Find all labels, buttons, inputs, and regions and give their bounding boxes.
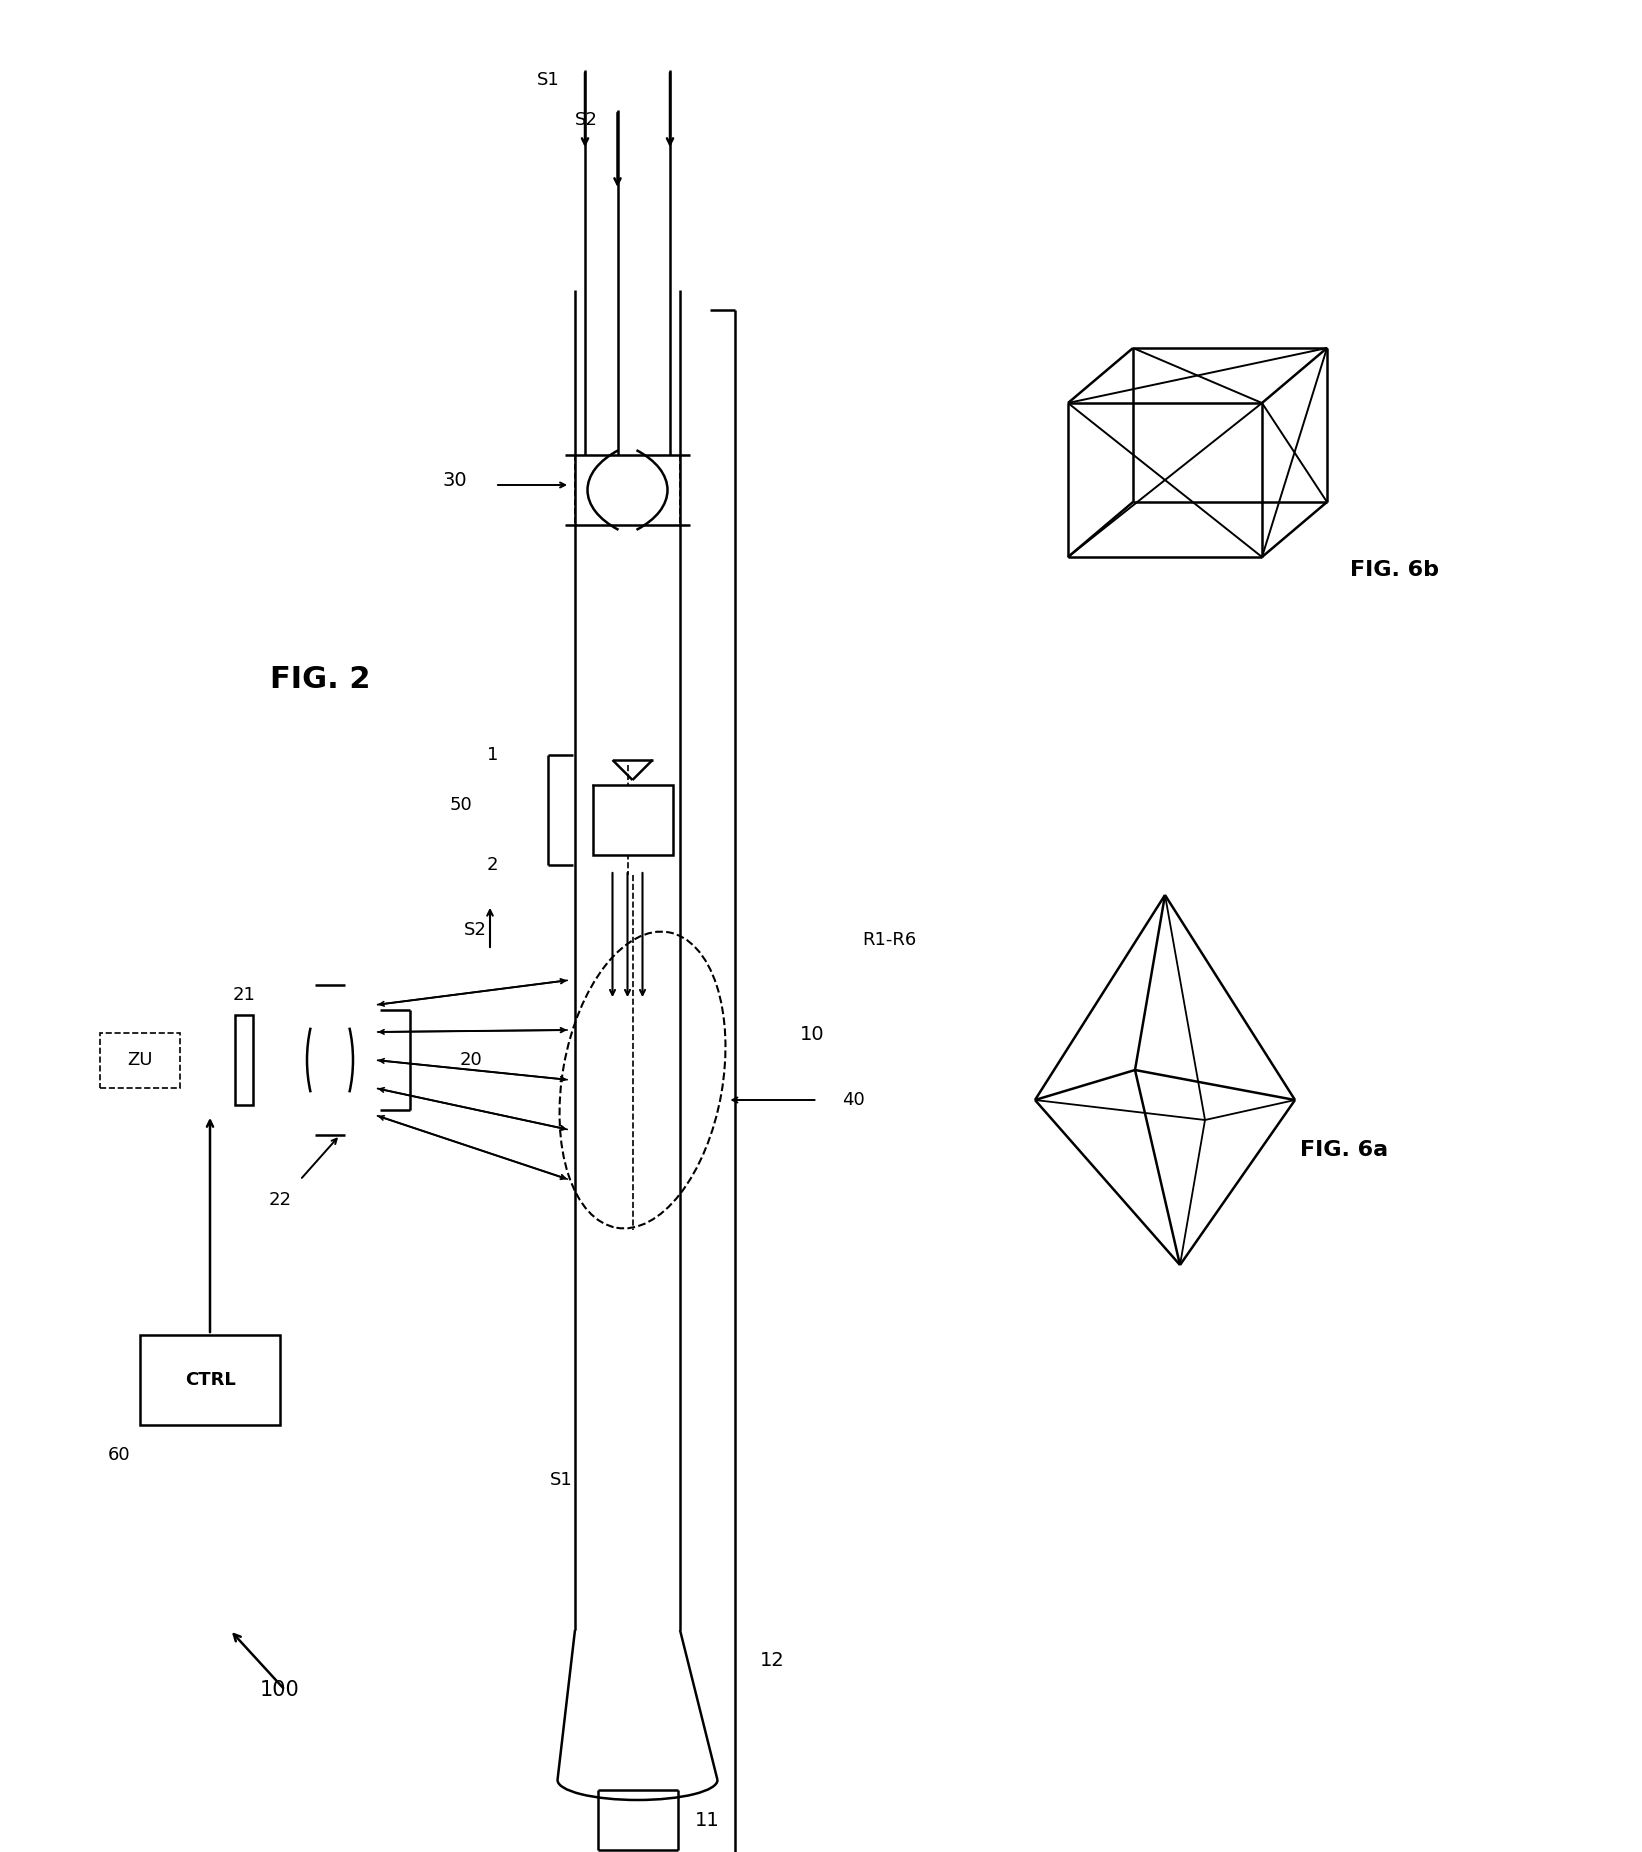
Text: FIG. 6b: FIG. 6b <box>1350 559 1438 580</box>
Text: S1: S1 <box>537 70 560 89</box>
Text: 21: 21 <box>233 985 256 1004</box>
Text: 1: 1 <box>486 746 498 765</box>
Text: 11: 11 <box>695 1811 719 1830</box>
Text: 100: 100 <box>259 1680 300 1700</box>
Bar <box>100 1033 181 1087</box>
Text: 20: 20 <box>460 1050 483 1069</box>
Text: R1-R6: R1-R6 <box>862 932 916 948</box>
Bar <box>140 1335 281 1424</box>
Text: 50: 50 <box>450 796 473 815</box>
Text: CTRL: CTRL <box>184 1370 235 1389</box>
Text: S2: S2 <box>575 111 598 130</box>
Text: 22: 22 <box>269 1191 292 1209</box>
Text: FIG. 6a: FIG. 6a <box>1300 1141 1387 1159</box>
Bar <box>593 785 673 856</box>
Text: 40: 40 <box>842 1091 865 1109</box>
Text: 30: 30 <box>443 470 468 489</box>
Text: 10: 10 <box>800 1026 824 1045</box>
Text: 2: 2 <box>486 856 498 874</box>
Text: 12: 12 <box>760 1650 785 1669</box>
Text: FIG. 2: FIG. 2 <box>269 665 369 694</box>
Text: S1: S1 <box>550 1470 573 1489</box>
Text: ZU: ZU <box>126 1050 153 1069</box>
Text: S2: S2 <box>463 920 486 939</box>
Bar <box>235 1015 253 1106</box>
Text: 60: 60 <box>107 1446 130 1463</box>
